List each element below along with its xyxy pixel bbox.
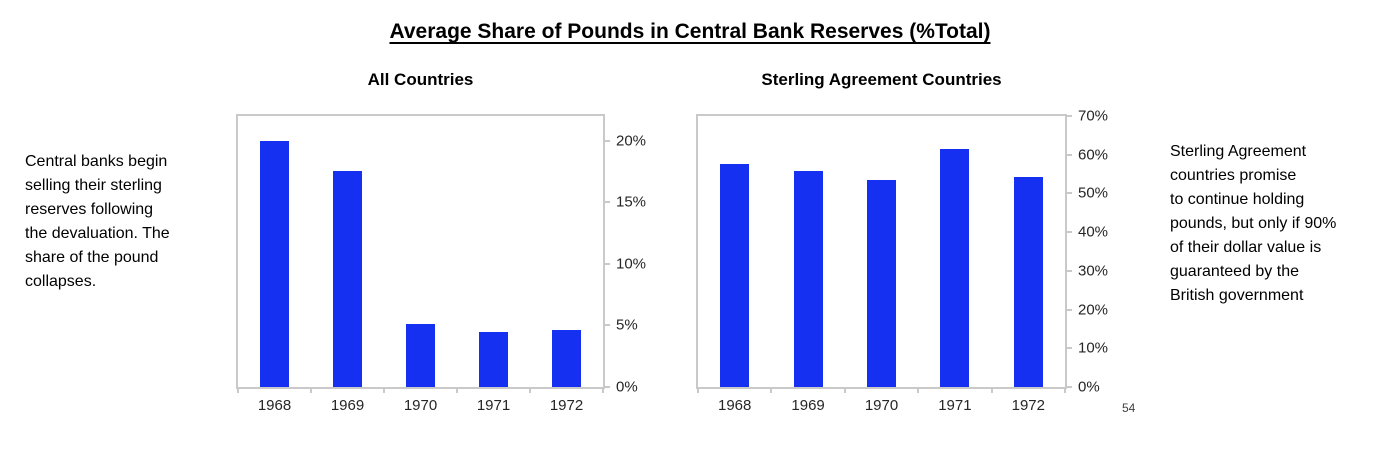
y-axis-label-10: 10%: [616, 255, 647, 273]
y-axis-tick: [1065, 115, 1072, 117]
plot-area: 1968 1969 1970 1971 1972 0% 5% 10% 15% 20%: [236, 114, 646, 414]
y-axis-label-30: 30%: [1078, 262, 1109, 280]
y-axis-label-50: 50%: [1078, 184, 1109, 202]
bar-1968: [260, 140, 289, 387]
page-number: 54: [1122, 401, 1136, 415]
x-axis-tick: [529, 387, 531, 393]
x-axis-label-1968: 1968: [718, 397, 752, 414]
y-axis-tick: [1065, 347, 1072, 350]
bar-1970: [406, 324, 435, 387]
chart-title-sterling-agreement-countries: Sterling Agreement Countries: [761, 70, 1002, 89]
x-axis-tick: [383, 387, 385, 393]
x-axis-tick: [990, 387, 993, 393]
y-axis-tick: [603, 324, 610, 327]
y-axis-tick: [603, 201, 610, 204]
x-axis-tick: [697, 387, 699, 393]
x-axis-label-1971: 1971: [476, 397, 511, 414]
y-axis-tick: [1065, 192, 1072, 195]
y-axis-label-40: 40%: [1078, 223, 1109, 241]
chart-title-all-countries: All Countries: [367, 70, 474, 89]
y-axis-tick: [1065, 153, 1072, 156]
plot-area: 1968 1969 1970 1971 1972 0% 10% 20% 30% 40% 50% 60%…: [696, 108, 1108, 414]
x-axis-tick: [917, 387, 920, 393]
bar-1972: [1013, 176, 1043, 387]
y-axis-label-20: 20%: [1078, 301, 1109, 319]
bar-1972: [552, 330, 581, 387]
x-axis-tick: [456, 387, 458, 393]
y-axis-label-60: 60%: [1078, 146, 1109, 164]
x-axis-label-1969: 1969: [791, 397, 825, 414]
x-axis-tick: [1064, 387, 1066, 393]
x-axis-label-1972: 1972: [549, 397, 584, 414]
x-axis-tick: [237, 387, 239, 393]
bar-1968: [720, 164, 750, 387]
y-axis-tick: [603, 386, 610, 388]
bar-1971: [940, 149, 970, 387]
x-axis-tick: [843, 387, 846, 393]
y-axis-label-70: 70%: [1078, 107, 1109, 125]
bar-1971: [479, 331, 508, 387]
y-axis-label-10: 10%: [1078, 339, 1109, 357]
chart-sterling-agreement-countries: Sterling Agreement Countries 1968 1969 197…: [696, 70, 1108, 414]
y-axis-label-0: 0%: [1078, 378, 1100, 396]
y-axis-label-15: 15%: [616, 193, 647, 211]
x-axis-label-1970: 1970: [864, 397, 899, 414]
x-axis-tick: [770, 387, 773, 393]
x-axis-label-1971: 1971: [938, 397, 972, 414]
x-axis-tick: [310, 387, 312, 393]
x-axis-label-1972: 1972: [1011, 397, 1045, 414]
x-axis-label-1969: 1969: [330, 397, 365, 414]
annotation-right: Sterling Agreement countries promise to …: [1170, 143, 1337, 304]
y-axis-tick: [1065, 386, 1072, 388]
y-axis-tick: [603, 262, 610, 265]
x-axis-tick: [602, 387, 604, 393]
bar-1970: [867, 179, 896, 387]
x-axis-label-1968: 1968: [257, 397, 292, 414]
y-axis-tick: [1065, 269, 1072, 272]
annotation-left: Central banks begin selling their sterli…: [25, 153, 170, 290]
y-axis-tick: [1065, 308, 1072, 311]
chart-all-countries: All Countries 1968 1969 1970 1971 1972 0% 5% 10…: [236, 70, 646, 414]
bar-1969: [333, 171, 362, 387]
y-axis-tick: [603, 139, 610, 142]
y-axis-label-20: 20%: [616, 132, 647, 150]
y-axis-label-0: 0%: [616, 378, 638, 396]
page-title: Average Share of Pounds in Central Bank …: [389, 20, 991, 43]
y-axis-label-5: 5%: [616, 316, 638, 334]
y-axis-tick: [1065, 231, 1072, 234]
x-axis-label-1970: 1970: [403, 397, 438, 414]
bar-1969: [793, 170, 823, 387]
